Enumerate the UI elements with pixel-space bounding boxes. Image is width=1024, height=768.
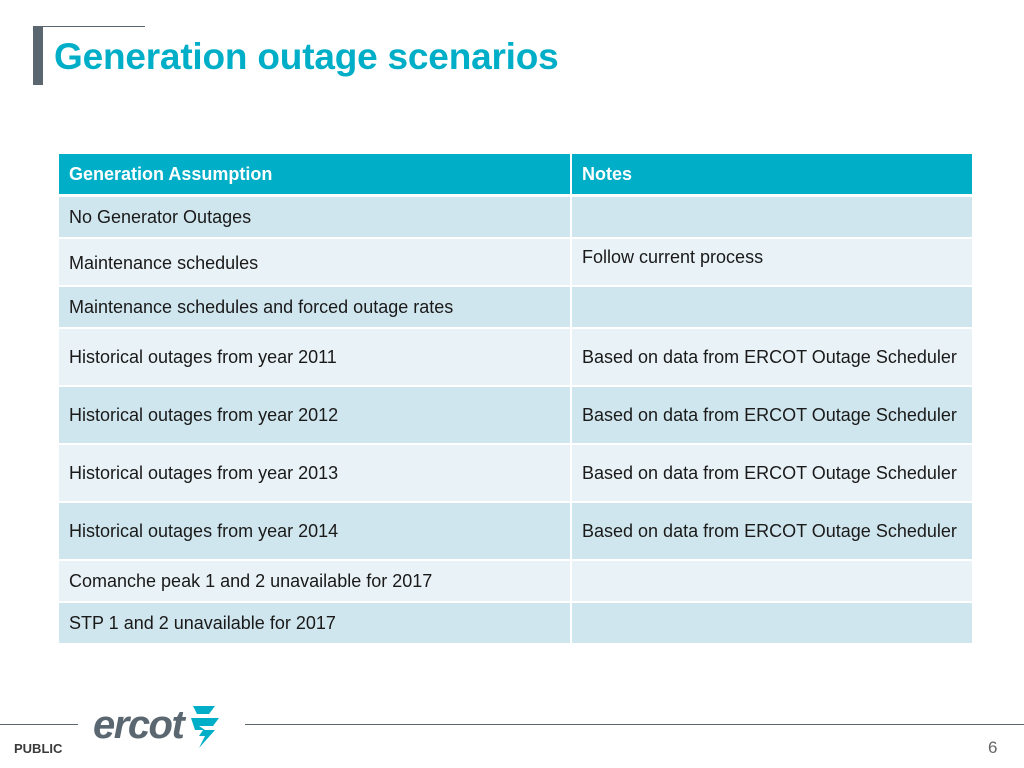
footer-rule-left [0,724,78,725]
assumption-cell: Historical outages from year 2011 [59,329,572,387]
assumption-cell: STP 1 and 2 unavailable for 2017 [59,603,572,645]
column-header-notes: Notes [572,154,972,197]
notes-cell: Based on data from ERCOT Outage Schedule… [572,387,972,445]
footer-rule-right [245,724,1024,725]
table-row: STP 1 and 2 unavailable for 2017 [59,603,972,645]
assumption-cell: Historical outages from year 2013 [59,445,572,503]
assumption-cell: Maintenance schedules and forced outage … [59,287,572,329]
page-number: 6 [988,738,998,757]
lightning-bolt-icon [191,706,220,748]
table-header-row: Generation Assumption Notes [59,154,972,197]
assumption-cell: Historical outages from year 2014 [59,503,572,561]
table-row: Historical outages from year 2014 Based … [59,503,972,561]
assumption-cell: Comanche peak 1 and 2 unavailable for 20… [59,561,572,603]
notes-cell: Follow current process [572,239,972,287]
notes-cell [572,561,972,603]
column-header-assumption: Generation Assumption [59,154,572,197]
assumption-cell: Historical outages from year 2012 [59,387,572,445]
table-row: Historical outages from year 2013 Based … [59,445,972,503]
table-row: No Generator Outages [59,197,972,239]
title-rule [33,26,145,27]
table-row: Historical outages from year 2012 Based … [59,387,972,445]
table-row: Maintenance schedules Follow current pro… [59,239,972,287]
notes-cell [572,603,972,645]
page-title: Generation outage scenarios [54,36,559,77]
notes-cell [572,197,972,239]
ercot-logo: ercot [93,700,225,750]
assumption-cell: No Generator Outages [59,197,572,239]
generation-assumptions-table: Generation Assumption Notes No Generator… [59,154,972,645]
table-row: Comanche peak 1 and 2 unavailable for 20… [59,561,972,603]
notes-cell [572,287,972,329]
notes-cell: Based on data from ERCOT Outage Schedule… [572,445,972,503]
table-row: Maintenance schedules and forced outage … [59,287,972,329]
table-row: Historical outages from year 2011 Based … [59,329,972,387]
logo-wordmark: ercot [93,702,185,747]
title-accent-bar [33,26,43,85]
notes-cell: Based on data from ERCOT Outage Schedule… [572,503,972,561]
assumption-cell: Maintenance schedules [59,239,572,287]
classification-label: PUBLIC [14,741,63,756]
notes-cell: Based on data from ERCOT Outage Schedule… [572,329,972,387]
